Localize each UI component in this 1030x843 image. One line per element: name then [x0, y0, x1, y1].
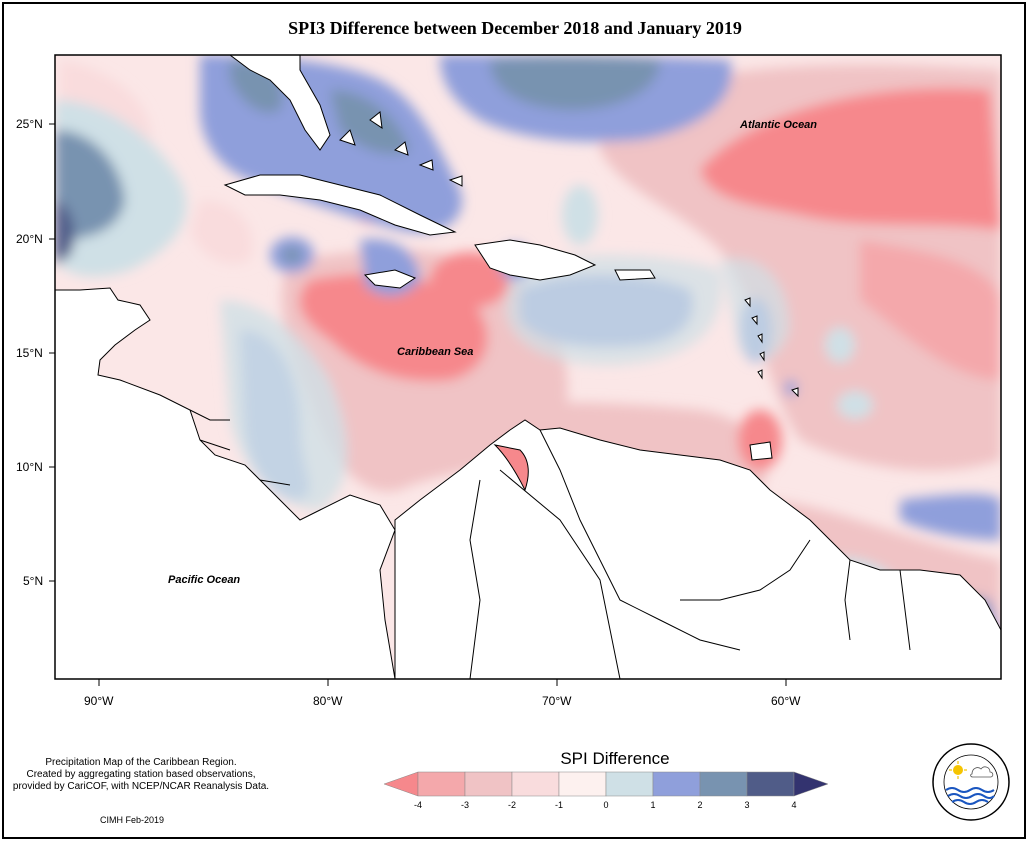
legend-tick-0: 0 — [603, 800, 609, 810]
legend-tick-minus1: -1 — [554, 800, 563, 810]
legend-tick-minus2: -2 — [507, 800, 516, 810]
legend-swatch-minus1 — [558, 771, 607, 797]
legend-swatch-minus3 — [464, 771, 513, 797]
lat-tick-label-20n: 20°N — [16, 232, 43, 246]
lat-tick-label-25n: 25°N — [16, 117, 43, 131]
borders — [189, 409, 911, 679]
map-description: Precipitation Map of the Caribbean Regio… — [4, 757, 278, 793]
label-pacific-ocean: Pacific Ocean — [168, 574, 241, 586]
legend-tick-4: 4 — [791, 800, 797, 810]
cimh-logo — [932, 743, 1010, 821]
note-line-3: provided by CariCOF, with NCEP/NCAR Rean… — [12, 781, 270, 792]
legend-swatch-lt-minus4 — [383, 771, 419, 797]
legend-swatch-gt-4 — [793, 771, 829, 797]
legend-tick-1: 1 — [650, 800, 656, 810]
lat-tick-label-10n: 10°N — [16, 460, 43, 474]
note-line-1: Precipitation Map of the Caribbean Regio… — [45, 757, 237, 768]
lon-tick-label-90w: 90°W — [84, 694, 114, 708]
lon-tick-label-70w: 70°W — [542, 694, 572, 708]
land-masses — [55, 55, 1001, 679]
legend-swatch-minus2 — [511, 771, 560, 797]
lat-ticks — [49, 123, 55, 582]
legend-tick-minus3: -3 — [460, 800, 469, 810]
legend-tick-minus4: -4 — [413, 800, 422, 810]
lon-ticks — [98, 679, 787, 686]
legend-swatch-1 — [652, 771, 701, 797]
spi-field — [55, 55, 1001, 679]
label-atlantic-ocean: Atlantic Ocean — [740, 119, 818, 131]
legend-colorbar — [383, 771, 829, 797]
legend-title: SPI Difference — [560, 749, 670, 768]
legend-tick-3: 3 — [744, 800, 750, 810]
note-line-2: Created by aggregating station based obs… — [26, 769, 256, 780]
legend-tick-2: 2 — [697, 800, 703, 810]
legend-swatch-3 — [746, 771, 795, 797]
map-border — [54, 54, 1002, 680]
map-title: SPI3 Difference between December 2018 an… — [288, 18, 742, 38]
legend-swatch-0 — [605, 771, 654, 797]
lon-tick-label-60w: 60°W — [771, 694, 801, 708]
lat-tick-label-15n: 15°N — [16, 346, 43, 360]
lon-tick-label-80w: 80°W — [313, 694, 343, 708]
label-caribbean-sea: Caribbean Sea — [397, 346, 474, 358]
legend-swatch-2 — [699, 771, 748, 797]
credit-text: CIMH Feb-2019 — [100, 815, 165, 825]
lat-tick-label-5n: 5°N — [23, 574, 44, 588]
legend-swatch-minus4 — [417, 771, 466, 797]
